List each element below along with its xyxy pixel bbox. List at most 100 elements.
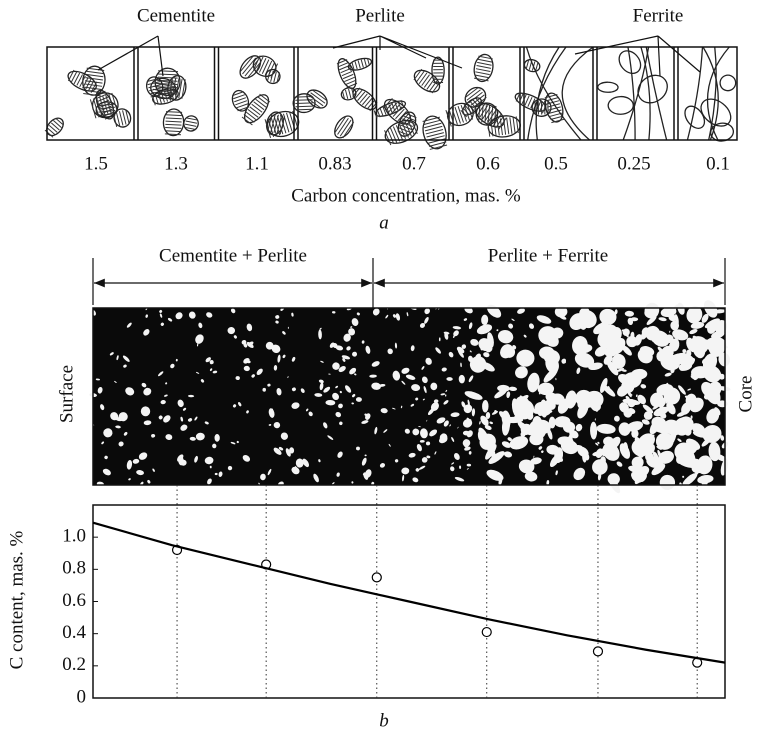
speckle xyxy=(400,405,403,409)
speckle xyxy=(97,386,103,394)
speckle xyxy=(480,344,484,351)
speckle xyxy=(482,400,489,413)
lamella xyxy=(499,118,503,136)
speckle xyxy=(634,429,638,432)
speckle xyxy=(555,470,558,476)
speckle xyxy=(616,461,623,467)
lamella xyxy=(165,120,182,123)
speckle xyxy=(351,318,359,327)
speckle xyxy=(522,465,527,470)
speckle xyxy=(113,416,122,422)
speckle xyxy=(424,308,430,315)
lamella xyxy=(108,93,115,113)
speckle xyxy=(627,408,636,415)
speckle xyxy=(677,438,682,442)
lamella xyxy=(463,103,471,121)
speckle xyxy=(246,323,253,332)
speckle xyxy=(565,390,577,409)
speckle xyxy=(421,457,428,463)
speckle xyxy=(177,454,184,462)
speckle xyxy=(335,385,339,389)
speckle xyxy=(268,424,272,426)
speckle xyxy=(401,380,406,385)
lamella xyxy=(102,95,109,115)
speckle xyxy=(230,308,236,314)
lamella xyxy=(472,99,480,107)
speckle xyxy=(469,356,487,373)
lamella xyxy=(494,105,497,124)
speckle xyxy=(350,326,353,328)
speckle xyxy=(618,422,631,436)
speckle xyxy=(477,431,482,441)
grain-boundary xyxy=(622,46,650,141)
speckle xyxy=(711,321,718,328)
speckle xyxy=(401,467,410,475)
speckle xyxy=(582,453,587,463)
lamella xyxy=(394,102,399,111)
speckle xyxy=(487,446,496,458)
lamella xyxy=(490,119,494,137)
speckle xyxy=(706,381,722,399)
lamella xyxy=(157,76,178,79)
lamella xyxy=(170,89,175,100)
lamella xyxy=(341,90,346,100)
speckle xyxy=(603,355,613,365)
speckle xyxy=(466,430,473,438)
speckle xyxy=(430,382,438,391)
speckle xyxy=(159,313,163,318)
speckle xyxy=(607,386,610,389)
grain-outline xyxy=(413,69,441,93)
region-label: Cementite + Perlite xyxy=(159,245,307,266)
speckle xyxy=(235,376,240,381)
micrograph-strip xyxy=(44,46,737,150)
speckle xyxy=(487,332,494,348)
lamella xyxy=(239,55,254,73)
lamella xyxy=(448,108,455,126)
speckle xyxy=(692,335,699,342)
speckle xyxy=(691,423,706,435)
lamella xyxy=(312,89,328,102)
lamella xyxy=(385,100,396,111)
speckle xyxy=(206,312,213,318)
speckle xyxy=(658,317,667,322)
speckle xyxy=(676,411,687,417)
speckle xyxy=(337,451,343,458)
lamella xyxy=(454,106,461,124)
speckle xyxy=(481,361,495,372)
speckle xyxy=(365,345,371,354)
caption: a xyxy=(379,212,389,233)
speckle xyxy=(612,353,626,369)
speckle xyxy=(419,440,425,443)
speckle xyxy=(622,328,630,337)
speckle xyxy=(392,407,396,410)
speckle xyxy=(658,450,674,464)
lamella xyxy=(237,106,250,112)
lamella xyxy=(105,94,112,114)
speckle xyxy=(388,443,391,447)
speckle xyxy=(424,316,429,324)
speckle xyxy=(631,471,643,483)
speckle xyxy=(364,454,367,457)
speckle xyxy=(380,408,388,414)
speckle xyxy=(494,410,498,413)
speckle xyxy=(308,411,313,417)
speckle xyxy=(536,405,539,409)
speckle xyxy=(421,366,425,370)
speckle xyxy=(338,403,343,409)
speckle xyxy=(364,413,368,417)
speckle xyxy=(355,397,362,402)
lamella xyxy=(547,103,560,108)
speckle xyxy=(346,346,351,351)
speckle xyxy=(506,391,511,399)
grain xyxy=(336,58,358,90)
lamella xyxy=(354,89,363,99)
speckle xyxy=(544,333,559,347)
speckle xyxy=(412,428,420,436)
lamella xyxy=(387,102,398,113)
speckle xyxy=(338,366,346,373)
speckle xyxy=(198,322,203,329)
speckle xyxy=(268,408,275,418)
speckle xyxy=(280,432,288,440)
grain xyxy=(292,93,316,114)
lamella xyxy=(79,75,86,88)
